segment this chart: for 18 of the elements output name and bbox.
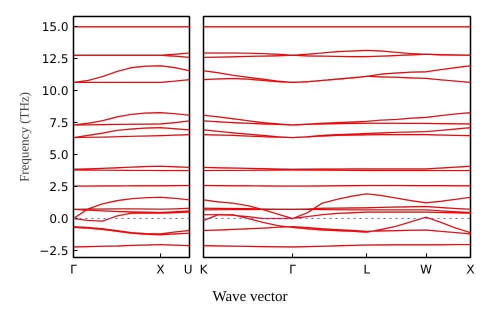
y-axis-title: Frequency (THz): [16, 92, 32, 182]
x-tick-label: U: [184, 262, 193, 276]
y-tick-label: 15.0: [42, 20, 68, 34]
y-tick-label: −2.5: [39, 244, 68, 258]
y-tick-label: 12.5: [42, 52, 68, 66]
x-tick-label: W: [420, 262, 432, 276]
y-tick-label: 10.0: [42, 84, 68, 98]
x-tick-label: X: [466, 262, 475, 276]
x-axis-title: Wave vector: [212, 288, 288, 307]
y-tick-label: 0.0: [49, 212, 69, 226]
x-tick-label: Γ: [70, 262, 78, 276]
x-tick-label: X: [156, 262, 165, 276]
y-tick-label: 2.5: [49, 180, 69, 194]
x-tick-label: K: [200, 262, 209, 276]
y-tick-label: 5.0: [49, 148, 69, 162]
x-tick-label: Γ: [289, 262, 296, 276]
y-tick-label: 7.5: [49, 116, 69, 130]
x-tick-label: L: [363, 262, 370, 276]
